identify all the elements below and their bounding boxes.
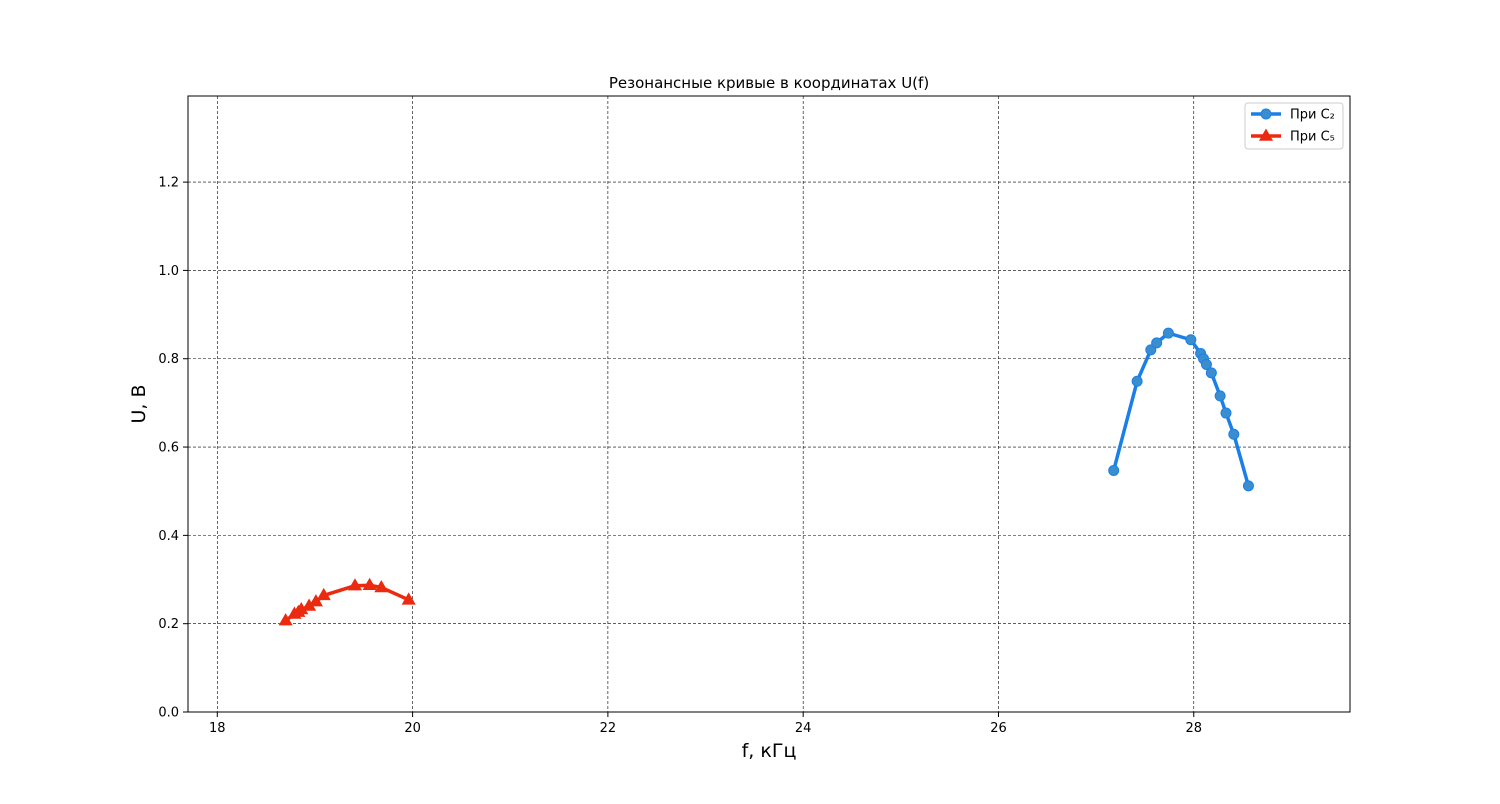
data-point	[1205, 367, 1217, 379]
data-point	[1185, 334, 1197, 346]
x-tick-label: 26	[990, 721, 1007, 736]
data-point	[308, 594, 323, 607]
legend-marker	[1258, 128, 1274, 141]
legend-marker	[1260, 108, 1272, 120]
x-tick-label: 18	[209, 721, 226, 736]
ticks-layer: 18 20 22 24 26 28 0.0 0.2 0.4 0.6 0.8 1.0 1.2	[158, 176, 1202, 736]
data-point	[1131, 375, 1143, 387]
data-point	[1145, 344, 1157, 356]
legend: При C₂ При C₅	[1244, 102, 1344, 150]
chart-title: Резонансные кривые в координатах U(f)	[609, 74, 929, 92]
legend-entry: При C₅	[1251, 128, 1335, 145]
x-tick-label: 22	[600, 721, 617, 736]
data-point	[1220, 407, 1232, 419]
y-tick-label: 0.6	[158, 441, 179, 456]
data-point	[278, 613, 293, 626]
grid-layer	[188, 96, 1350, 713]
data-point	[1228, 428, 1240, 440]
series-1	[1108, 327, 1254, 492]
data-point	[347, 578, 363, 591]
legend-entry: При C₂	[1251, 108, 1335, 123]
x-axis-label: f, кГц	[742, 740, 797, 762]
x-tick-label: 28	[1185, 721, 1202, 736]
y-tick-label: 0.8	[158, 352, 179, 367]
data-point	[1108, 464, 1120, 476]
data-point	[316, 587, 331, 601]
y-tick-label: 1.0	[158, 264, 179, 279]
y-tick-label: 0.2	[158, 617, 179, 632]
plot-frame	[187, 95, 1351, 713]
data-point	[1200, 358, 1212, 370]
y-axis-label: U, В	[128, 384, 150, 423]
data-point	[1151, 337, 1163, 349]
x-tick-label: 24	[795, 721, 812, 736]
y-tick-label: 0.0	[158, 706, 179, 721]
y-tick-label: 0.4	[158, 529, 179, 544]
x-tick-label: 20	[404, 721, 421, 736]
y-tick-label: 1.2	[158, 176, 179, 191]
legend-label: При C₂	[1290, 108, 1335, 123]
series-2	[278, 577, 416, 626]
data-point	[374, 579, 389, 593]
data-point	[1242, 480, 1254, 492]
data-point	[1162, 327, 1174, 339]
data-point	[401, 592, 416, 605]
legend-label: При C₅	[1290, 130, 1335, 145]
data-point	[362, 577, 377, 590]
data-point	[1214, 390, 1226, 402]
series-layer	[278, 327, 1254, 626]
